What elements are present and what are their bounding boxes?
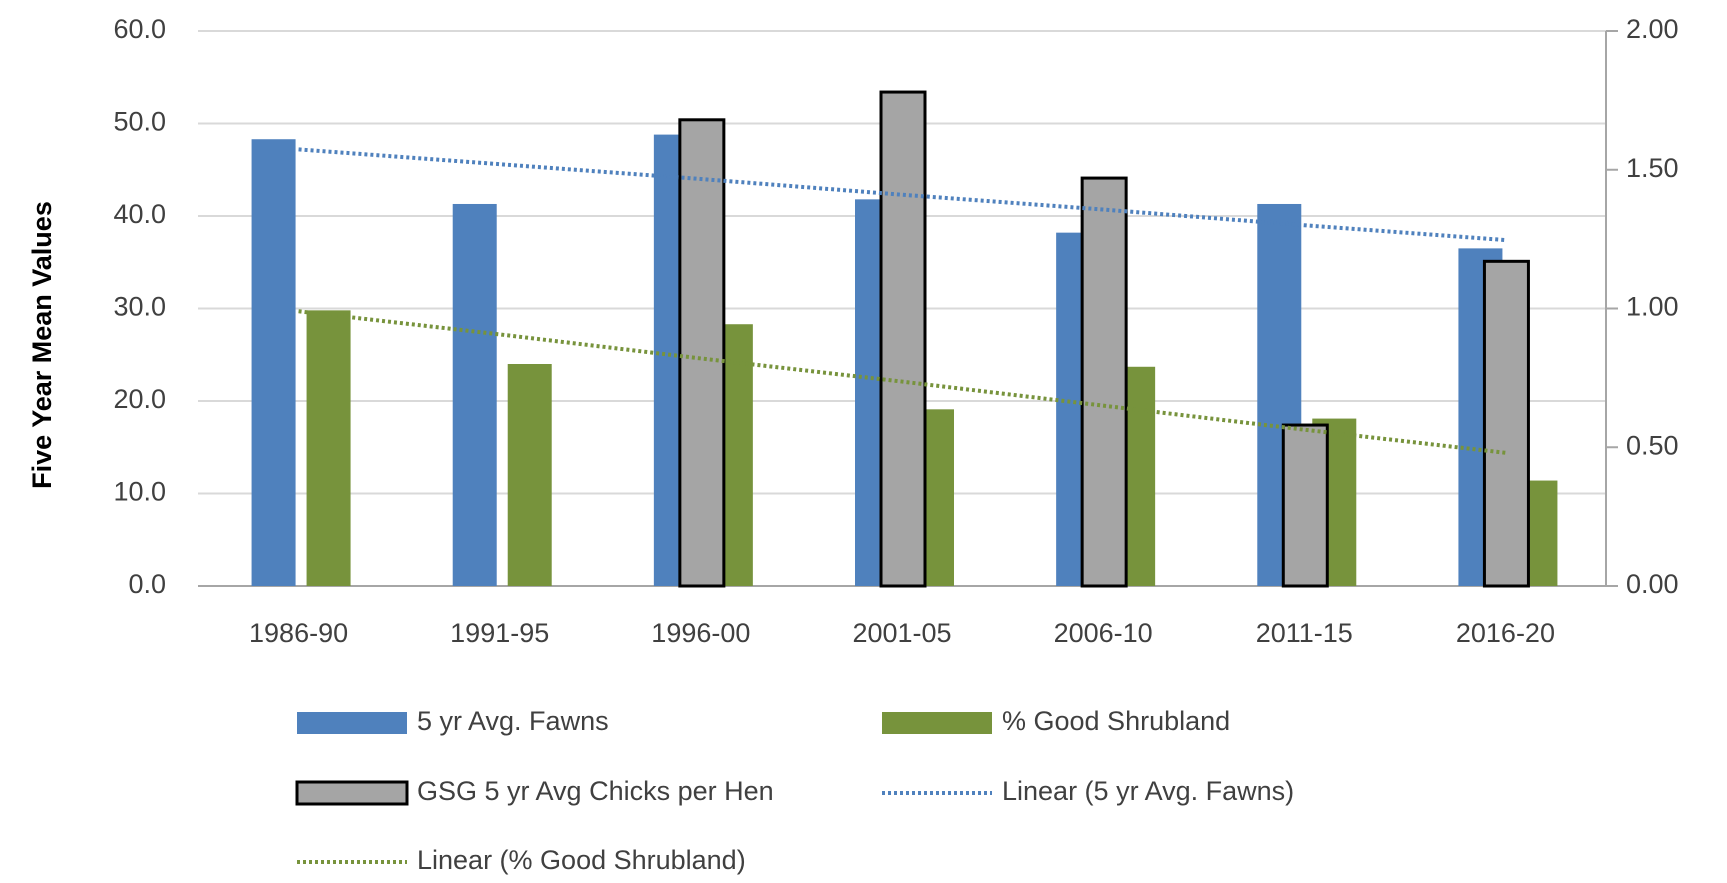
y-tick-label: 60.0 xyxy=(113,14,166,44)
x-tick-label: 2016-20 xyxy=(1456,618,1555,648)
y-axis-title: Five Year Mean Values xyxy=(27,201,57,489)
y2-tick-label: 1.00 xyxy=(1626,292,1679,322)
legend-label: GSG 5 yr Avg Chicks per Hen xyxy=(417,776,774,806)
bar xyxy=(1281,423,1329,588)
y2-tick-label: 0.50 xyxy=(1626,430,1679,460)
bar xyxy=(306,310,351,586)
legend-swatch xyxy=(295,780,409,806)
bar xyxy=(251,139,296,586)
legend-label: 5 yr Avg. Fawns xyxy=(417,706,609,736)
y2-tick-label: 1.50 xyxy=(1626,153,1679,183)
y2-tick-label: 2.00 xyxy=(1626,14,1679,44)
legend-label: Linear (% Good Shrubland) xyxy=(417,845,746,875)
x-tick-label: 2001-05 xyxy=(852,618,951,648)
bar xyxy=(879,90,927,588)
legend-swatch xyxy=(882,712,992,734)
legend-swatch xyxy=(297,712,407,734)
bar xyxy=(1080,176,1128,588)
y2-tick-label: 0.00 xyxy=(1626,569,1679,599)
trend-line xyxy=(298,309,1506,455)
y-tick-label: 40.0 xyxy=(113,199,166,229)
x-tick-label: 2011-15 xyxy=(1256,618,1353,648)
legend-label: % Good Shrubland xyxy=(1002,706,1230,736)
bar xyxy=(507,364,552,586)
y-tick-label: 50.0 xyxy=(113,107,166,137)
x-tick-label: 1991-95 xyxy=(450,618,549,648)
trend-line xyxy=(298,147,1506,243)
legend-label: Linear (5 yr Avg. Fawns) xyxy=(1002,776,1294,806)
bar xyxy=(452,203,497,586)
y-tick-label: 30.0 xyxy=(113,292,166,322)
x-tick-label: 1986-90 xyxy=(249,618,348,648)
bar xyxy=(678,118,726,588)
x-tick-label: 2006-10 xyxy=(1054,618,1153,648)
x-tick-label: 1996-00 xyxy=(651,618,750,648)
bar xyxy=(1482,259,1530,588)
y-tick-label: 20.0 xyxy=(113,384,166,414)
y-tick-label: 10.0 xyxy=(113,477,166,507)
y-tick-label: 0.0 xyxy=(128,569,166,599)
